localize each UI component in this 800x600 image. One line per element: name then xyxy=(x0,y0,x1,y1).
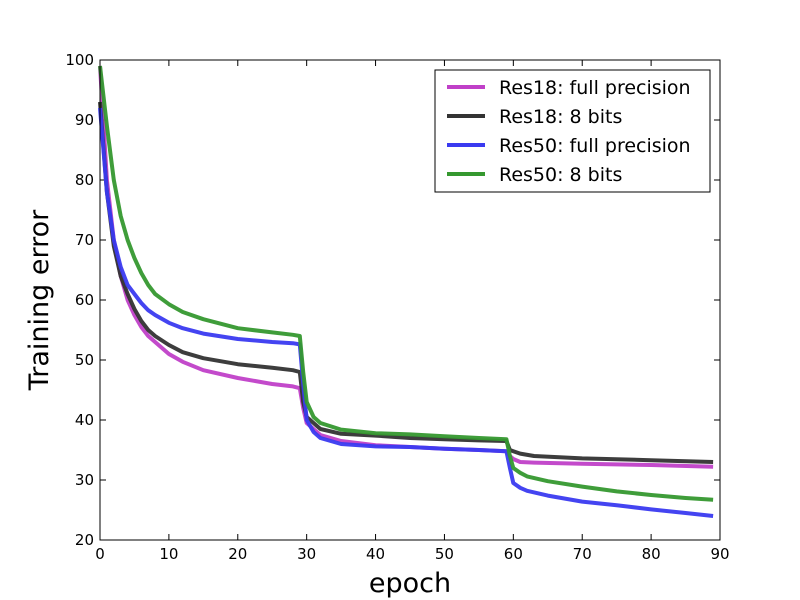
legend-label: Res18: full precision xyxy=(499,77,691,99)
y-tick-label: 100 xyxy=(65,51,94,69)
series-line-3 xyxy=(98,107,714,518)
y-tick-label: 60 xyxy=(75,291,94,309)
x-tick-label: 20 xyxy=(228,545,247,563)
series-lines xyxy=(98,65,714,518)
x-tick-label: 30 xyxy=(297,545,316,563)
legend-label: Res50: 8 bits xyxy=(499,164,622,186)
legend-label: Res18: 8 bits xyxy=(499,106,622,128)
y-tick-label: 70 xyxy=(75,231,94,249)
y-tick-label: 90 xyxy=(75,111,94,129)
x-tick-label: 40 xyxy=(366,545,385,563)
x-tick-label: 0 xyxy=(95,545,105,563)
y-axis-title: Training error xyxy=(24,209,55,391)
legend-label: Res50: full precision xyxy=(499,135,691,157)
legend-box xyxy=(434,69,711,193)
y-tick-label: 40 xyxy=(75,411,94,429)
x-tick-label: 50 xyxy=(435,545,454,563)
series-line-4 xyxy=(98,65,714,502)
y-tick-label: 80 xyxy=(75,171,94,189)
y-tick-label: 50 xyxy=(75,351,94,369)
y-tick-label: 30 xyxy=(75,471,94,489)
x-tick-label: 90 xyxy=(710,545,729,563)
plot-frame xyxy=(99,59,721,541)
x-tick-label: 60 xyxy=(504,545,523,563)
x-tick-label: 10 xyxy=(159,545,178,563)
x-axis-title: epoch xyxy=(369,568,451,599)
axis-ticks: 0 10 20 30 40 50 60 70 80 90 20 30 40 50 60 70 80 90 100 xyxy=(65,51,729,563)
x-tick-label: 70 xyxy=(573,545,592,563)
legend: Res18: full precision Res18: 8 bits Res50:… xyxy=(434,69,711,193)
x-tick-label: 80 xyxy=(642,545,661,563)
y-tick-label: 20 xyxy=(75,531,94,549)
